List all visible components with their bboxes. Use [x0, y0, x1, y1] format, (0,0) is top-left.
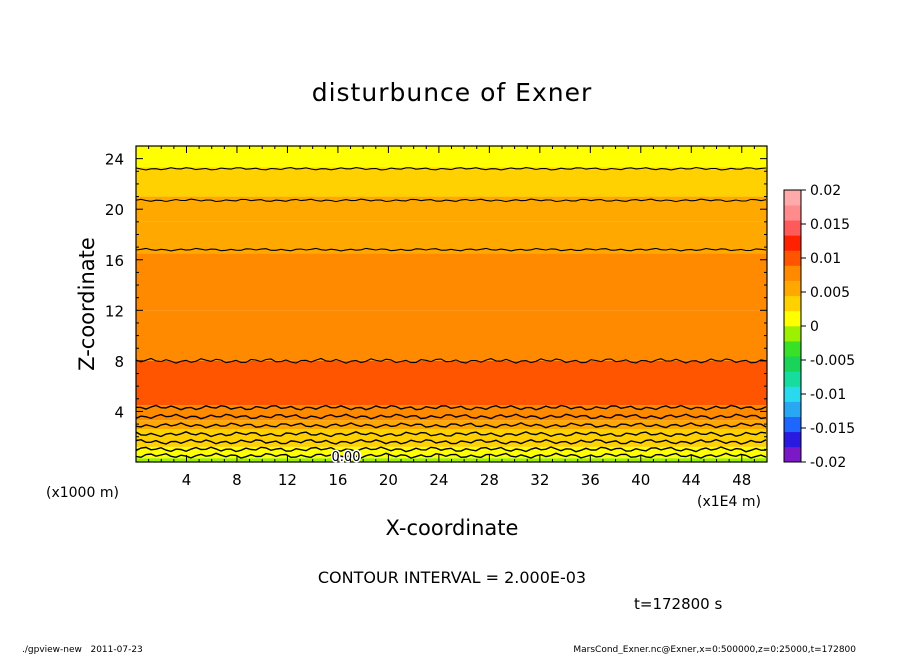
y-tick-label: 12	[105, 302, 124, 320]
field-band	[136, 253, 767, 311]
x-tick-label: 40	[631, 471, 650, 489]
colorbar-tick-label: -0.01	[810, 387, 846, 403]
colorbar-swatch	[784, 250, 801, 266]
contour-line	[136, 198, 767, 203]
colorbar-swatch	[784, 356, 801, 372]
x-tick-label: 4	[182, 471, 192, 489]
chart-title: disturbunce of Exner	[312, 78, 593, 107]
field-band	[136, 167, 767, 197]
y-tick-label: 16	[105, 252, 124, 270]
field-band	[136, 429, 767, 438]
y-unit-label: (x1000 m)	[46, 485, 119, 501]
x-tick-label: 36	[581, 471, 600, 489]
colorbar-swatch	[784, 371, 801, 387]
colorbar-swatch	[784, 326, 801, 342]
colorbar-swatch	[784, 431, 801, 448]
y-tick-label: 24	[105, 151, 124, 169]
contour-line	[136, 438, 767, 445]
x-unit-label: (x1E4 m)	[697, 494, 761, 510]
field-bands	[136, 146, 767, 462]
field-band	[136, 360, 767, 406]
colorbar-tick-label: 0.01	[810, 251, 841, 267]
x-tick-label: 24	[429, 471, 448, 489]
colorbar-tick-label: 0	[810, 319, 819, 335]
time-text: t=172800 s	[634, 595, 722, 613]
contour-line	[136, 247, 767, 252]
field-band	[136, 146, 767, 168]
field-band	[136, 221, 767, 254]
colorbar-swatch	[784, 190, 801, 206]
colorbar-ticks: 0.02 0.015 0.01 0.005 0 -0.005 -0.01 -0.015 -0.0…	[801, 183, 855, 471]
contour-label: 0.00	[332, 450, 361, 465]
x-tick-label: 28	[480, 471, 499, 489]
contour-line	[136, 431, 767, 438]
colorbar-swatch	[784, 416, 801, 433]
field-band	[136, 420, 767, 430]
x-tick-label: 8	[232, 471, 242, 489]
y-tick-label: 8	[114, 353, 124, 371]
colorbar-tick-label: -0.02	[810, 455, 846, 471]
y-axis: 4 8 12 16 20 24	[105, 151, 767, 450]
colorbar-swatch	[784, 205, 801, 221]
field-band	[136, 437, 767, 447]
contour-line	[136, 166, 767, 171]
colorbar-swatch	[784, 235, 801, 251]
footer-left: ./gpview-new 2011-07-23	[22, 645, 143, 654]
field-band	[136, 453, 767, 459]
x-tick-label: 20	[379, 471, 398, 489]
field-band	[136, 405, 767, 421]
colorbar-swatch	[784, 295, 801, 312]
colorbar-swatch	[784, 265, 801, 281]
x-tick-label: 44	[682, 471, 701, 489]
contour-line	[136, 357, 767, 364]
y-axis-label: Z-coordinate	[75, 237, 99, 371]
colorbar-swatch	[784, 280, 801, 297]
contour-interval-text: CONTOUR INTERVAL = 2.000E-03	[318, 568, 586, 587]
colorbar-swatch	[784, 310, 801, 327]
colorbar-tick-label: -0.015	[810, 421, 855, 437]
x-tick-label: 12	[278, 471, 297, 489]
colorbar-swatch	[784, 446, 801, 463]
plot-area: 0.00	[135, 145, 768, 467]
x-tick-label: 32	[530, 471, 549, 489]
x-tick-label: 48	[732, 471, 751, 489]
contour-line	[136, 404, 767, 411]
x-axis-label: X-coordinate	[386, 516, 519, 540]
field-band	[136, 446, 767, 454]
colorbar-tick-label: 0.005	[810, 285, 850, 301]
x-tick-label: 16	[328, 471, 347, 489]
y-tick-label: 4	[114, 403, 124, 421]
footer-right: MarsCond_Exner.nc@Exner,x=0:500000,z=0:2…	[573, 645, 856, 654]
contour-line	[136, 413, 767, 420]
contour-lines	[136, 166, 767, 459]
colorbar-swatch	[784, 341, 801, 357]
colorbar-swatch	[784, 401, 801, 417]
field-band	[136, 310, 767, 361]
contour-line	[136, 446, 767, 453]
colorbar-tick-label: 0.02	[810, 183, 841, 199]
colorbar	[783, 189, 802, 463]
contour-line	[136, 422, 767, 429]
colorbar-tick-label: 0.015	[810, 217, 850, 233]
colorbar-tick-label: -0.005	[810, 353, 855, 369]
y-tick-label: 20	[105, 201, 124, 219]
colorbar-swatch	[784, 386, 801, 402]
colorbar-swatch	[784, 220, 801, 236]
x-axis: 4 8 12 16 20 24 28 32 36 40 44 48	[148, 146, 755, 489]
